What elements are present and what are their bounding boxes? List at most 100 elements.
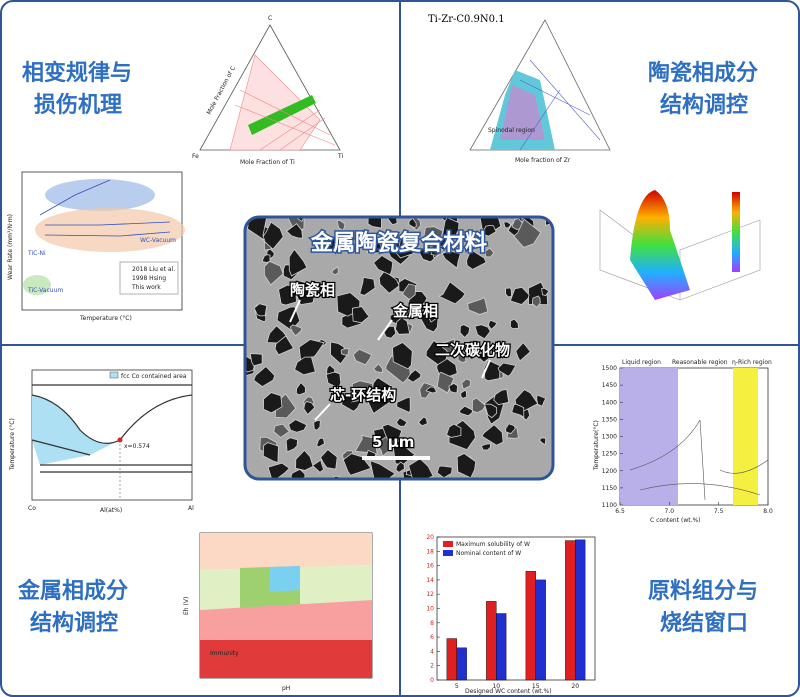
legend-label: Maximum solubility of W	[456, 541, 530, 548]
grain	[446, 423, 462, 438]
grain	[274, 335, 295, 356]
grain	[367, 217, 383, 229]
grain	[303, 401, 316, 416]
grain	[541, 287, 550, 296]
grain	[330, 341, 347, 365]
grain	[408, 217, 417, 229]
grain	[459, 324, 471, 339]
grain	[511, 403, 525, 419]
corner-title: 金属相成分	[17, 578, 128, 604]
grain	[493, 388, 510, 406]
grain	[395, 317, 411, 335]
bar	[565, 540, 576, 681]
x-tick-label: 10	[492, 683, 500, 690]
grain	[457, 352, 467, 364]
grain	[408, 458, 434, 479]
legend-label: Nominal content of W	[456, 550, 521, 557]
bar-figure: Designed WC content (wt.%) 0 2 4 6 8 10 12 14 16…	[426, 534, 596, 695]
grain	[503, 221, 512, 229]
grain	[331, 265, 339, 276]
grain	[441, 250, 461, 269]
surface-figure	[599, 190, 761, 301]
grain	[359, 276, 376, 296]
y-tick-label: 18	[426, 548, 434, 555]
grain	[316, 437, 325, 448]
grain	[484, 403, 498, 419]
grain	[477, 352, 490, 363]
grain	[484, 247, 495, 258]
axis-label: Mole Fraction of Ti	[240, 159, 295, 166]
phase-label: 金属相	[392, 302, 438, 320]
y-tick-label: 1500	[602, 365, 617, 372]
grain	[253, 303, 268, 317]
figure-title: Ti-Zr-C0.9N0.1	[428, 14, 505, 25]
region	[733, 368, 758, 505]
apex-label: Ti	[337, 153, 343, 160]
y-tick-label: 20	[426, 534, 434, 541]
grain	[288, 248, 308, 277]
corner-title: 烧结窗口	[660, 610, 748, 636]
grain	[395, 417, 408, 427]
axis-label: Temperature(°C)	[593, 420, 600, 471]
grain	[401, 283, 416, 301]
grain	[515, 342, 531, 362]
grain	[441, 217, 460, 240]
phase-label: 芯-环结构	[330, 386, 396, 404]
x-tick-label: 5	[455, 683, 459, 690]
center-panel: 金属陶瓷复合材料 陶瓷相 金属相 二次碳化物 芯-环结构 5 μm	[243, 215, 555, 481]
region-label: Immunity	[210, 650, 239, 657]
x-tick-label: 6.5	[615, 508, 625, 515]
y-tick-label: 1400	[602, 399, 617, 406]
grain	[294, 356, 316, 376]
grain	[352, 348, 372, 366]
grain	[320, 449, 338, 470]
grain	[395, 461, 405, 473]
y-tick-label: 1250	[602, 451, 617, 458]
grain	[481, 424, 504, 446]
grain	[267, 462, 291, 479]
legend-label: 1998 Hsing	[132, 275, 166, 282]
grain	[262, 442, 279, 464]
region	[620, 368, 678, 505]
y-tick-label: 6	[430, 634, 434, 641]
grain	[350, 380, 376, 403]
phase-figure: fcc Co contained area x=0.574 Al(at%) Te…	[9, 369, 194, 514]
y-tick-label: 1450	[602, 382, 617, 389]
legend-swatch	[443, 550, 453, 556]
axis-label: Temperature (°C)	[9, 418, 16, 471]
annotation: x=0.574	[124, 443, 150, 450]
grain	[425, 386, 438, 394]
phase-label: 陶瓷相	[290, 281, 335, 299]
axis-label: Wear Rate (mm³/N·m)	[7, 214, 14, 280]
grain	[364, 236, 382, 255]
apex-label: C	[268, 15, 272, 22]
grain	[531, 295, 541, 308]
ternary-figure: Ti-Zr-C0.9N0.1 Spinodal region Mole frac…	[428, 14, 611, 164]
grain	[417, 416, 428, 427]
grain	[392, 342, 413, 370]
y-tick-label: 4	[430, 648, 434, 655]
grain	[273, 423, 291, 438]
grain	[336, 219, 346, 232]
scale-label: 5 μm	[372, 433, 414, 451]
grain	[288, 419, 308, 433]
grain	[509, 318, 519, 330]
grain	[381, 423, 403, 442]
grain	[509, 286, 530, 305]
grain	[505, 287, 512, 298]
corner-title: 损伤机理	[34, 93, 122, 118]
grain	[295, 381, 306, 396]
grain	[290, 280, 318, 306]
y-tick-label: 1100	[602, 502, 617, 509]
y-tick-label: 8	[430, 620, 434, 627]
region-label: η-Rich region	[732, 359, 772, 366]
grain	[461, 378, 472, 390]
axis-end: Al	[188, 505, 194, 512]
x-tick-label: 7.5	[714, 508, 724, 515]
grain	[372, 376, 392, 398]
bar	[446, 638, 457, 681]
grain	[253, 365, 276, 388]
x-tick-label: 15	[532, 683, 540, 690]
region-label: Spinodal region	[488, 127, 535, 134]
